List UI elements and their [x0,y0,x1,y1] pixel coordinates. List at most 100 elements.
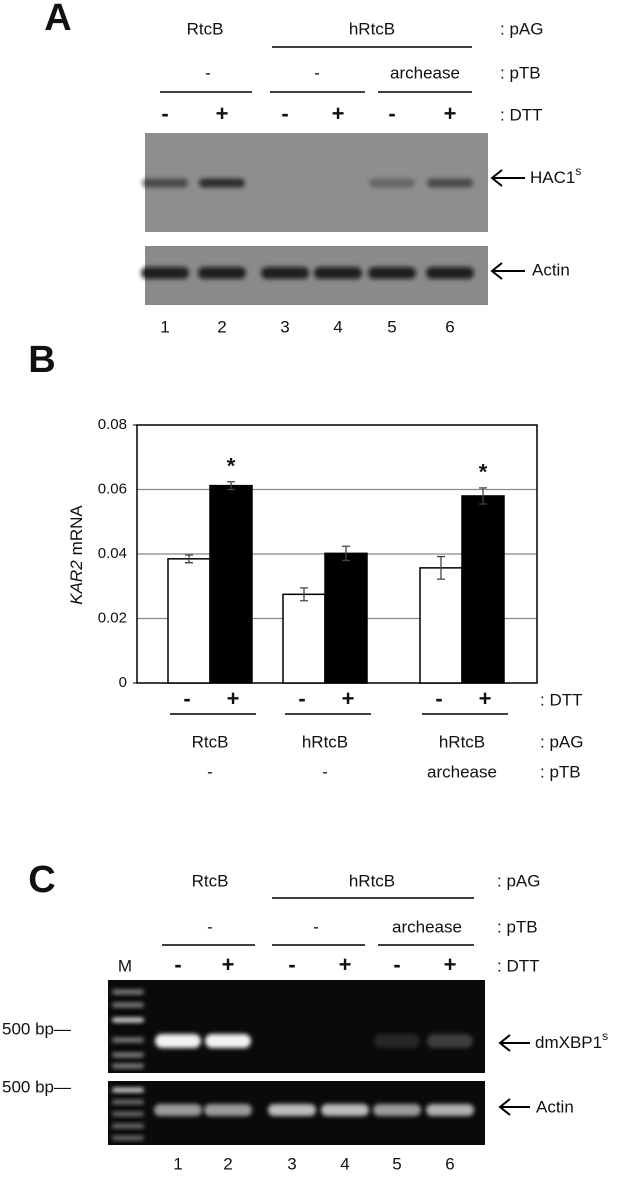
band [426,1104,474,1116]
band [314,267,362,279]
dtt-sign: + [227,686,240,711]
ladder-band [112,1135,144,1141]
row-label: : pAG [497,871,540,890]
band [427,178,473,188]
panel-label: C [28,859,55,901]
significance: * [227,454,236,479]
ptb-label: archease [392,917,462,936]
band-label: Actin [532,260,570,279]
error-bar [437,555,445,580]
y-tick-label: 0.04 [98,545,127,562]
arrows [490,169,525,280]
lane-number: 4 [340,1154,349,1173]
y-label-gene: KAR2 [67,560,86,605]
dtt-sign: + [444,952,457,977]
dtt-sign: - [161,101,168,126]
error-bar [227,481,235,491]
ladder-band [112,1063,144,1069]
bar [209,484,253,684]
size-label: 500 bp— [2,1019,71,1038]
bar [282,593,326,684]
ptb-label: - [314,63,320,82]
ladder-band [112,989,144,995]
lane-number: 5 [392,1154,401,1173]
band [369,178,415,188]
band [142,178,188,188]
dtt-sign: + [216,101,229,126]
y-tick-label: 0.02 [98,609,127,626]
y-tick-label: 0.06 [98,480,127,497]
row-label: : pTB [540,762,581,781]
dtt-sign: + [479,686,492,711]
dtt-sign: - [183,686,190,711]
row-label: : pTB [497,917,538,936]
dtt-sign: + [444,101,457,126]
row-label: : pAG [540,732,583,751]
ladder-band [112,1052,144,1058]
lane-number: 3 [287,1154,296,1173]
ptb-label: - [207,762,213,781]
row-label: : DTT [497,956,540,975]
band [427,1034,473,1048]
row-label: : pAG [500,19,543,38]
band [321,1104,369,1116]
dtt-sign: + [342,686,355,711]
band [373,1104,421,1116]
row-label: : DTT [500,105,543,124]
lane-number: 5 [387,317,396,336]
bar [461,495,505,684]
pag-label: hRtcB [439,732,485,751]
ptb-label: - [313,917,319,936]
lane-number: 3 [280,317,289,336]
band-label: dmXBP1s [535,1029,608,1052]
dtt-sign: - [174,952,181,977]
lane-number: 6 [445,317,454,336]
ptb-label: archease [427,762,497,781]
pag-label: RtcB [192,732,229,751]
ladder-band [112,1087,144,1093]
lane-number: 2 [217,317,226,336]
band [199,178,245,188]
row-label: : pTB [500,63,541,82]
band [141,267,189,279]
y-tick-label: 0 [119,674,127,691]
bar [324,552,368,684]
lane-number: 6 [445,1154,454,1173]
gel-xbp1 [108,980,485,1073]
dtt-sign: - [435,686,442,711]
dtt-sign: + [339,952,352,977]
pag-label: RtcB [192,871,229,890]
band-label: HAC1s [530,164,581,187]
ptb-label: archease [390,63,460,82]
band-label-sup: s [602,1029,608,1043]
ptb-label: - [322,762,328,781]
band [261,267,309,279]
ptb-label: - [205,63,211,82]
band-label-sup: s [575,164,581,178]
ladder-band [112,1111,144,1117]
band [155,1034,201,1048]
error-bar [342,545,350,562]
ladder-band [112,1002,144,1008]
band [154,1104,202,1116]
dtt-sign: - [393,952,400,977]
ladder-band [112,1123,144,1129]
lane-number: 2 [223,1154,232,1173]
marker-label: M [118,956,132,975]
lane-number: 4 [333,317,342,336]
ladder-band [112,1037,144,1043]
band [368,267,416,279]
panel-label: B [28,339,55,381]
significance: * [479,460,488,485]
bar [419,567,463,684]
band [374,1034,420,1048]
error-bar [479,487,487,505]
pag-label: hRtcB [349,19,395,38]
lane-number: 1 [173,1154,182,1173]
dtt-sign: - [298,686,305,711]
band-label: Actin [536,1097,574,1116]
band [205,1034,251,1048]
row-label: : DTT [540,690,583,709]
